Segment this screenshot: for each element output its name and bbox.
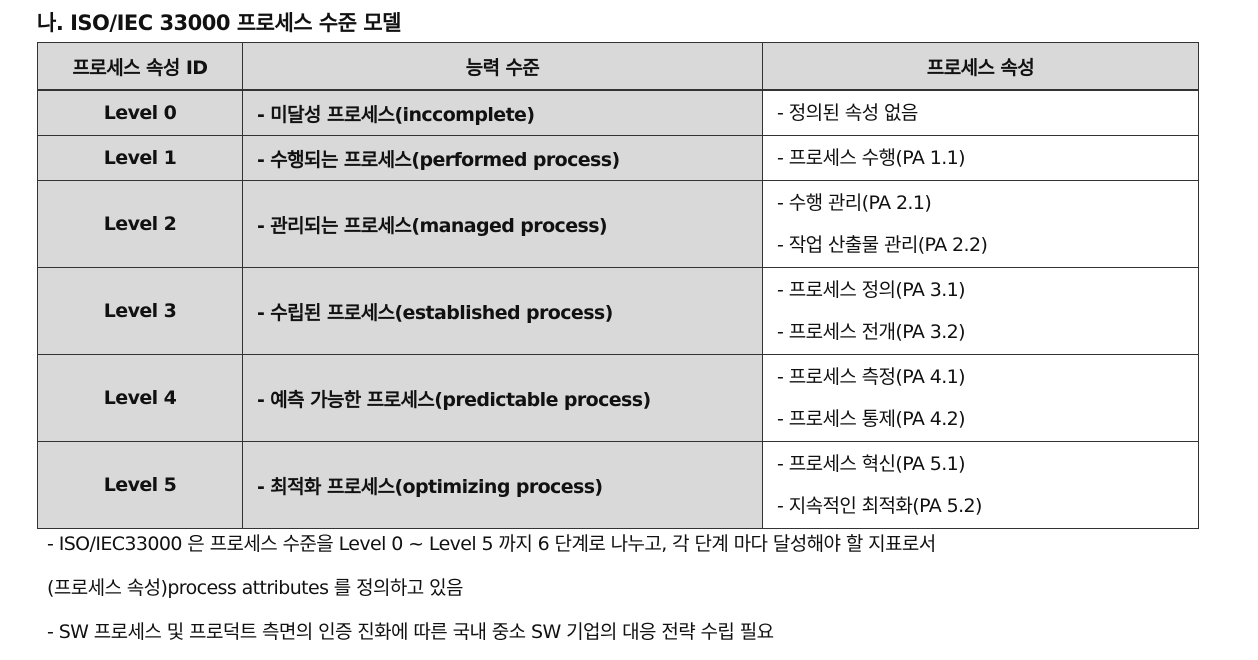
attribute-item: - 프로세스 혁신(PA 5.1)	[777, 453, 966, 475]
note-line: - ISO/IEC33000 은 프로세스 수준을 Level 0 ~ Leve…	[47, 533, 936, 555]
attribute-item: - 작업 산출물 관리(PA 2.2)	[777, 234, 988, 256]
attribute-item: - 프로세스 측정(PA 4.1)	[777, 366, 966, 388]
attribute-item: - 정의된 속성 없음	[777, 102, 918, 124]
process-level-table: 프로세스 속성 ID 능력 수준 프로세스 속성 Level 0 - 미달성 프…	[37, 42, 1199, 529]
notes-block: - ISO/IEC33000 은 프로세스 수준을 Level 0 ~ Leve…	[47, 522, 936, 654]
attribute-item: - 수행 관리(PA 2.1)	[777, 192, 932, 214]
level-cell: Level 3	[37, 267, 243, 355]
attribute-cell: - 프로세스 측정(PA 4.1) - 프로세스 통제(PA 4.2)	[762, 354, 1199, 442]
note-line: (프로세스 속성)process attributes 를 정의하고 있음	[47, 577, 463, 599]
attribute-item: - 프로세스 정의(PA 3.1)	[777, 279, 966, 301]
attribute-item: - 프로세스 전개(PA 3.2)	[777, 321, 966, 343]
header-capability-level: 능력 수준	[242, 42, 763, 91]
level-cell: Level 0	[37, 89, 243, 136]
attribute-cell: - 프로세스 정의(PA 3.1) - 프로세스 전개(PA 3.2)	[762, 267, 1199, 355]
section-title: 나. ISO/IEC 33000 프로세스 수준 모델	[37, 11, 402, 35]
attribute-item: - 지속적인 최적화(PA 5.2)	[777, 495, 982, 517]
capability-cell: - 수행되는 프로세스(performed process)	[242, 135, 763, 181]
table-header-row: 프로세스 속성 ID 능력 수준 프로세스 속성	[37, 42, 1199, 91]
attribute-item: - 프로세스 통제(PA 4.2)	[777, 408, 966, 430]
note-line: - SW 프로세스 및 프로덕트 측면의 인증 진화에 따른 국내 중소 SW …	[47, 621, 774, 643]
table-row: Level 2 - 관리되는 프로세스(managed process) - 수…	[37, 180, 1199, 268]
header-attribute-id: 프로세스 속성 ID	[37, 42, 243, 91]
capability-cell: - 수립된 프로세스(established process)	[242, 267, 763, 355]
level-cell: Level 1	[37, 135, 243, 181]
table-row: Level 4 - 예측 가능한 프로세스(predictable proces…	[37, 354, 1199, 442]
attribute-cell: - 수행 관리(PA 2.1) - 작업 산출물 관리(PA 2.2)	[762, 180, 1199, 268]
capability-cell: - 미달성 프로세스(inccomplete)	[242, 89, 763, 136]
level-cell: Level 2	[37, 180, 243, 268]
table-row: Level 1 - 수행되는 프로세스(performed process) -…	[37, 135, 1199, 181]
table-row: Level 3 - 수립된 프로세스(established process) …	[37, 267, 1199, 355]
capability-cell: - 최적화 프로세스(optimizing process)	[242, 441, 763, 529]
level-cell: Level 5	[37, 441, 243, 529]
capability-cell: - 예측 가능한 프로세스(predictable process)	[242, 354, 763, 442]
attribute-cell: - 프로세스 혁신(PA 5.1) - 지속적인 최적화(PA 5.2)	[762, 441, 1199, 529]
table-row: Level 5 - 최적화 프로세스(optimizing process) -…	[37, 441, 1199, 529]
level-cell: Level 4	[37, 354, 243, 442]
attribute-item: - 프로세스 수행(PA 1.1)	[777, 147, 966, 169]
attribute-cell: - 정의된 속성 없음	[762, 89, 1199, 136]
table-row: Level 0 - 미달성 프로세스(inccomplete) - 정의된 속성…	[37, 89, 1199, 136]
header-process-attribute: 프로세스 속성	[762, 42, 1199, 91]
attribute-cell: - 프로세스 수행(PA 1.1)	[762, 135, 1199, 181]
capability-cell: - 관리되는 프로세스(managed process)	[242, 180, 763, 268]
